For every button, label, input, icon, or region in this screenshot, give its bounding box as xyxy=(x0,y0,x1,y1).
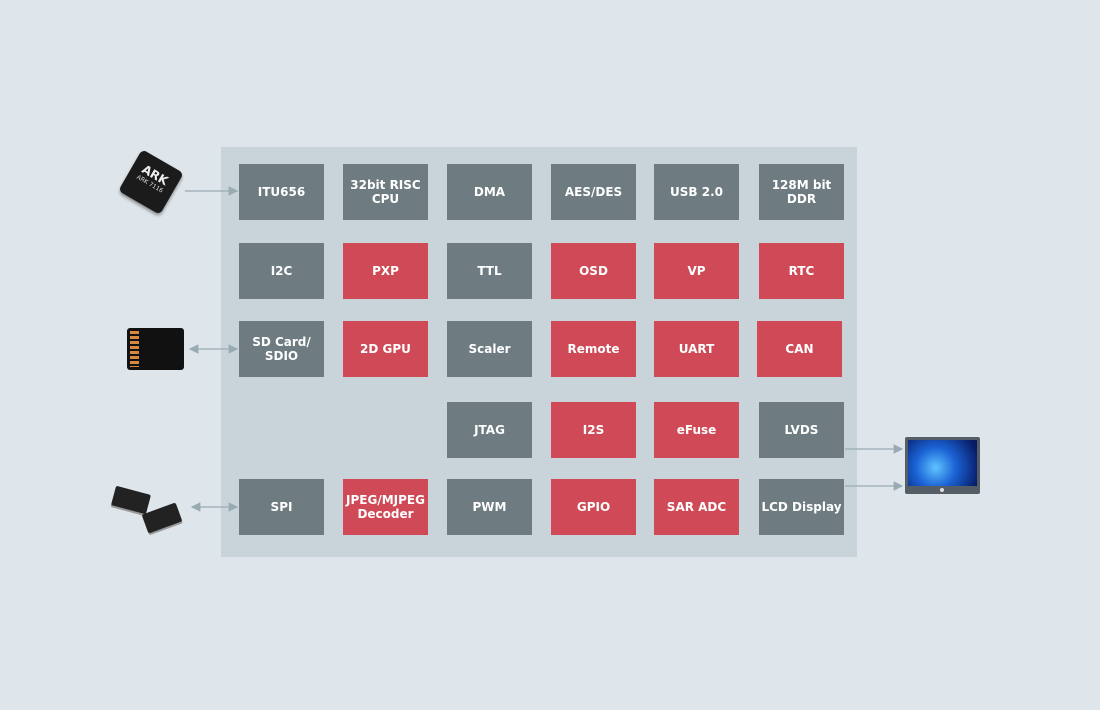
block-i2s: I2S xyxy=(551,402,636,458)
block-lcd-display: LCD Display xyxy=(759,479,844,535)
block-lvds: LVDS xyxy=(759,402,844,458)
soc-panel xyxy=(221,147,857,557)
block-pwm: PWM xyxy=(447,479,532,535)
block-vp: VP xyxy=(654,243,739,299)
block-usb-2-0: USB 2.0 xyxy=(654,164,739,220)
block-jpeg-mjpeg-decoder: JPEG/MJPEG Decoder xyxy=(343,479,428,535)
block-2d-gpu: 2D GPU xyxy=(343,321,428,377)
block-can: CAN xyxy=(757,321,842,377)
block-128m-bit-ddr: 128M bit DDR xyxy=(759,164,844,220)
block-spi: SPI xyxy=(239,479,324,535)
block-gpio: GPIO xyxy=(551,479,636,535)
block-32bit-risc-cpu: 32bit RISC CPU xyxy=(343,164,428,220)
block-sd-card-sdio: SD Card/ SDIO xyxy=(239,321,324,377)
block-dma: DMA xyxy=(447,164,532,220)
block-itu656: ITU656 xyxy=(239,164,324,220)
block-efuse: eFuse xyxy=(654,402,739,458)
block-aes-des: AES/DES xyxy=(551,164,636,220)
block-remote: Remote xyxy=(551,321,636,377)
block-rtc: RTC xyxy=(759,243,844,299)
block-ttl: TTL xyxy=(447,243,532,299)
block-pxp: PXP xyxy=(343,243,428,299)
block-osd: OSD xyxy=(551,243,636,299)
monitor-icon xyxy=(905,437,980,494)
block-jtag: JTAG xyxy=(447,402,532,458)
block-sar-adc: SAR ADC xyxy=(654,479,739,535)
sd-card-icon xyxy=(127,328,184,370)
block-scaler: Scaler xyxy=(447,321,532,377)
block-uart: UART xyxy=(654,321,739,377)
block-i2c: I2C xyxy=(239,243,324,299)
